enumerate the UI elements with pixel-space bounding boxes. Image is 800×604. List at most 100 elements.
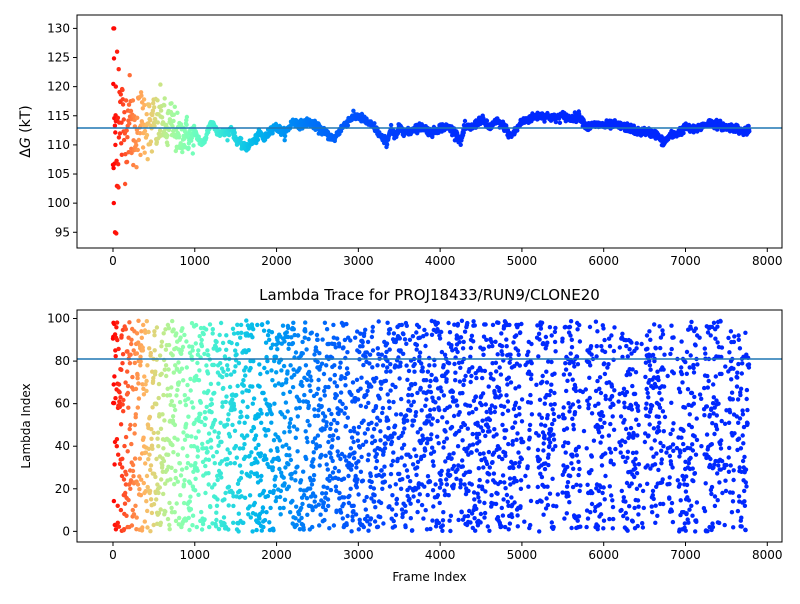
bottom-data-point [134, 412, 138, 416]
bottom-data-point [557, 415, 561, 419]
bottom-data-point [197, 378, 201, 382]
bottom-data-point [195, 469, 199, 473]
bottom-data-point [436, 321, 440, 325]
bottom-data-point [455, 467, 459, 471]
bottom-data-point [307, 383, 311, 387]
bottom-data-point [200, 344, 204, 348]
bottom-data-point [351, 518, 355, 522]
bottom-data-point [472, 497, 476, 501]
bottom-data-point [203, 423, 207, 427]
bottom-data-point [291, 341, 295, 345]
bottom-data-point [249, 515, 253, 519]
bottom-data-point [658, 346, 662, 350]
bottom-data-point [306, 337, 310, 341]
bottom-data-point [322, 389, 326, 393]
bottom-data-point [145, 474, 149, 478]
bottom-data-point [678, 450, 682, 454]
bottom-data-point [630, 367, 634, 371]
bottom-data-point [549, 403, 553, 407]
bottom-data-point [122, 444, 126, 448]
bottom-data-point [183, 393, 187, 397]
bottom-data-point [359, 404, 363, 408]
bottom-data-point [368, 522, 372, 526]
bottom-data-point [266, 494, 270, 498]
bottom-data-point [483, 322, 487, 326]
bottom-data-point [623, 499, 627, 503]
bottom-data-point [679, 339, 683, 343]
bottom-data-point [345, 523, 349, 527]
bottom-data-point [327, 526, 331, 530]
bottom-data-point [243, 421, 247, 425]
top-data-point [125, 128, 129, 132]
bottom-data-point [299, 478, 303, 482]
bottom-data-point [603, 474, 607, 478]
bottom-data-point [370, 329, 374, 333]
bottom-data-point [447, 519, 451, 523]
bottom-data-point [603, 497, 607, 501]
top-data-point [141, 145, 145, 149]
bottom-data-point [504, 428, 508, 432]
bottom-data-point [252, 426, 256, 430]
bottom-data-point [243, 496, 247, 500]
bottom-data-point [437, 408, 441, 412]
bottom-data-point [456, 322, 460, 326]
bottom-data-point [399, 412, 403, 416]
bottom-data-point [656, 378, 660, 382]
bottom-data-point [577, 405, 581, 409]
bottom-data-point [453, 378, 457, 382]
bottom-data-point [541, 374, 545, 378]
bottom-data-point [588, 363, 592, 367]
bottom-data-point [503, 486, 507, 490]
bottom-data-point [171, 327, 175, 331]
top-ytick-label: 95 [55, 225, 70, 239]
bottom-data-point [538, 457, 542, 461]
bottom-data-point [272, 489, 276, 493]
bottom-data-point [683, 405, 687, 409]
bottom-data-point [157, 396, 161, 400]
bottom-data-point [678, 390, 682, 394]
bottom-data-point [627, 504, 631, 508]
top-xtick-label: 6000 [588, 254, 619, 268]
bottom-data-point [121, 402, 125, 406]
top-xtick-label: 1000 [179, 254, 210, 268]
bottom-data-point [123, 502, 127, 506]
bottom-data-point [262, 366, 266, 370]
bottom-data-point [370, 365, 374, 369]
bottom-data-point [691, 366, 695, 370]
bottom-data-point [600, 435, 604, 439]
bottom-data-point [418, 427, 422, 431]
bottom-data-point [541, 513, 545, 517]
bottom-data-point [119, 333, 123, 337]
bottom-data-point [329, 412, 333, 416]
bottom-data-point [217, 347, 221, 351]
bottom-data-point [643, 440, 647, 444]
bottom-data-point [319, 453, 323, 457]
bottom-data-point [129, 442, 133, 446]
bottom-data-point [295, 465, 299, 469]
bottom-data-point [530, 412, 534, 416]
bottom-data-point [133, 423, 137, 427]
bottom-data-point [688, 456, 692, 460]
bottom-data-point [566, 480, 570, 484]
bottom-data-point [270, 378, 274, 382]
bottom-data-point [235, 456, 239, 460]
bottom-data-point [143, 461, 147, 465]
bottom-data-point [439, 482, 443, 486]
bottom-data-point [576, 519, 580, 523]
bottom-data-point [471, 442, 475, 446]
bottom-data-point [679, 498, 683, 502]
bottom-data-point [278, 438, 282, 442]
bottom-data-point [369, 384, 373, 388]
bottom-data-point [669, 324, 673, 328]
bottom-data-point [279, 368, 283, 372]
bottom-data-point [166, 367, 170, 371]
bottom-data-point [171, 353, 175, 357]
bottom-data-point [659, 397, 663, 401]
bottom-data-point [566, 441, 570, 445]
bottom-data-point [433, 482, 437, 486]
bottom-data-point [293, 516, 297, 520]
bottom-data-point [167, 343, 171, 347]
bottom-data-point [427, 363, 431, 367]
bottom-data-point [403, 463, 407, 467]
bottom-data-point [486, 425, 490, 429]
